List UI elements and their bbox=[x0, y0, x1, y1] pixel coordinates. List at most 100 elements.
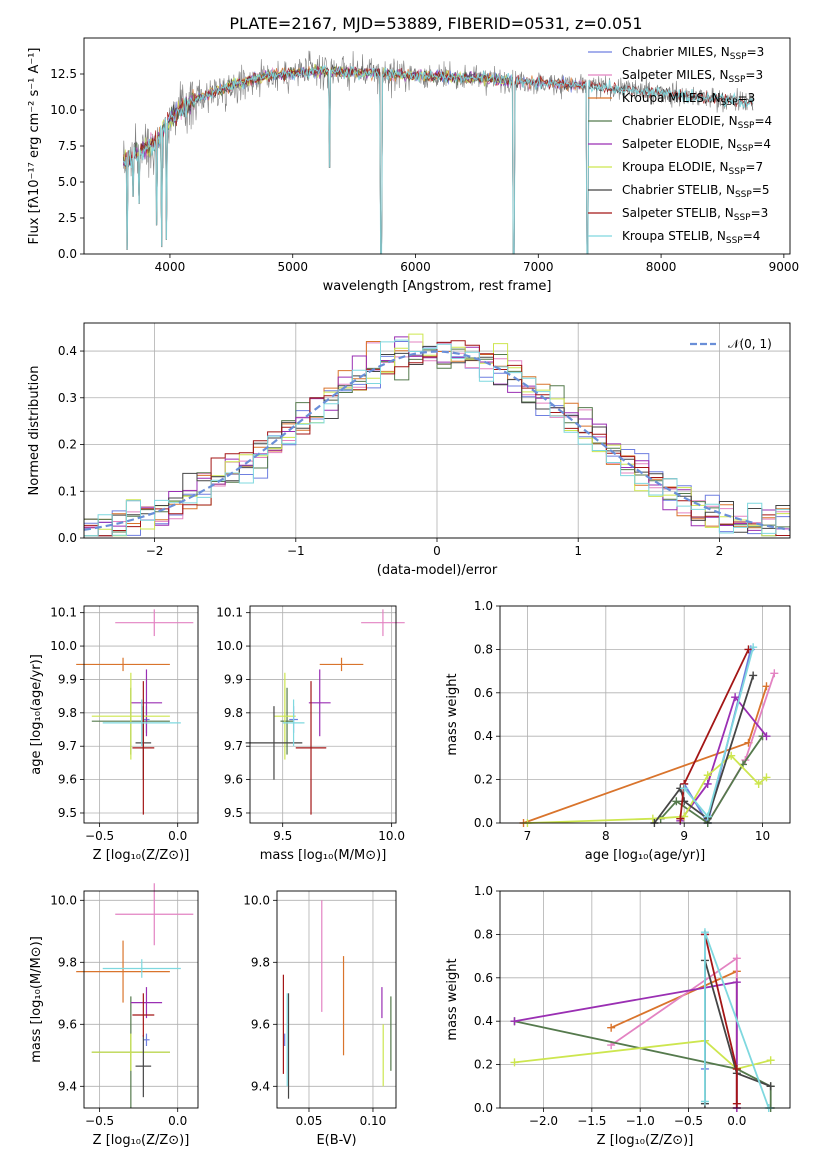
x-tick-label: 0.0 bbox=[168, 1114, 187, 1128]
y-tick-label: 0.6 bbox=[474, 971, 493, 985]
series-point bbox=[766, 1056, 775, 1065]
y-tick-label: 9.8 bbox=[224, 706, 243, 720]
x-tick-label: −2 bbox=[146, 544, 164, 558]
y-axis-label: Flux [fλ10⁻¹⁷ erg cm⁻² s⁻¹ A⁻¹] bbox=[27, 48, 42, 245]
legend-label-chabrier-elodie: Chabrier ELODIE, NSSP=4 bbox=[622, 114, 772, 131]
series-point bbox=[510, 1058, 519, 1067]
x-tick-label: 5000 bbox=[277, 260, 308, 274]
y-tick-label: 0.0 bbox=[474, 816, 493, 830]
y-tick-label: 0.2 bbox=[474, 773, 493, 787]
x-tick-label: 7000 bbox=[523, 260, 554, 274]
y-tick-label: 2.5 bbox=[58, 211, 77, 225]
series-salpeter-elodie bbox=[676, 693, 771, 825]
plot-area bbox=[245, 609, 405, 815]
plot-area bbox=[83, 333, 791, 537]
chart-mass-vs-Z: −0.5 0.0 9.4 9.6 9.8 10.0 Z [log₁₀(Z/Z⊙)] mass … bbox=[29, 883, 199, 1148]
y-tick-label: 9.9 bbox=[224, 672, 243, 686]
errorbar-chabrier-miles bbox=[143, 1033, 150, 1046]
series-point bbox=[732, 954, 741, 963]
x-tick-label: 0.0 bbox=[727, 1114, 746, 1128]
errorbar-salpeter-miles bbox=[361, 609, 405, 637]
y-tick-label: 10.1 bbox=[216, 606, 243, 620]
x-tick-label: −0.5 bbox=[85, 1114, 114, 1128]
y-tick-label: 10.0 bbox=[50, 639, 77, 653]
series-kroupa-stelib bbox=[680, 643, 758, 821]
y-tick-label: 9.8 bbox=[251, 955, 270, 969]
model-spectrum-kroupa-stelib bbox=[123, 64, 754, 255]
errorbar-salpeter-miles bbox=[115, 609, 194, 637]
y-tick-label: 10.1 bbox=[50, 606, 77, 620]
errorbar-salpeter-miles bbox=[115, 883, 194, 946]
y-tick-label: 0.0 bbox=[474, 1101, 493, 1115]
errorbar-salpeter-stelib bbox=[132, 681, 155, 815]
series-point bbox=[754, 779, 763, 788]
series-point bbox=[700, 928, 709, 937]
histogram-salpeter-stelib bbox=[84, 340, 790, 537]
y-tick-label: 1.0 bbox=[474, 599, 493, 613]
chart-panels: 4000 5000 6000 7000 8000 90000.02.55.07.510.0… bbox=[27, 37, 799, 1148]
y-tick-label: 10.0 bbox=[50, 103, 77, 117]
errorbar-kroupa-miles bbox=[319, 657, 364, 672]
axes-frame bbox=[499, 890, 791, 1109]
x-tick-label: −1.0 bbox=[626, 1114, 655, 1128]
y-tick-label: 0.3 bbox=[58, 391, 77, 405]
plot-area bbox=[282, 900, 392, 1099]
y-axis-label: Normed distribution bbox=[27, 366, 42, 496]
chart-mass-weight-vs-age: 7 8 9 10 0.0 0.2 0.4 0.6 0.8 1.0 age [log₁₀(age/yr… bbox=[445, 599, 791, 863]
series-point bbox=[744, 645, 753, 654]
y-tick-label: 12.5 bbox=[50, 67, 77, 81]
x-tick-label: 1 bbox=[574, 544, 582, 558]
axes-frame bbox=[83, 605, 199, 824]
spectrum-legend: Chabrier MILES, NSSP=3 Salpeter MILES, NS… bbox=[588, 45, 772, 246]
series-point bbox=[680, 784, 689, 793]
x-tick-label: 10 bbox=[755, 829, 770, 843]
x-axis-label: age [log₁₀(age/yr)] bbox=[585, 848, 706, 863]
model-spectrum-kroupa-elodie bbox=[122, 64, 514, 255]
y-tick-label: 9.7 bbox=[58, 739, 77, 753]
x-axis-label: E(B-V) bbox=[316, 1133, 356, 1148]
chart-residuals: −2 −1 0 1 2 0.0 0.1 0.2 0.3 0.4 (data-model)/error… bbox=[27, 322, 791, 578]
series-point bbox=[672, 797, 681, 806]
errorbar-kroupa-miles bbox=[76, 940, 170, 1003]
y-tick-label: 9.8 bbox=[58, 955, 77, 969]
y-tick-label: 9.6 bbox=[251, 1017, 270, 1031]
errorbar-chabrier-stelib bbox=[245, 706, 303, 780]
series-point bbox=[732, 978, 741, 987]
y-tick-label: 7.5 bbox=[58, 139, 77, 153]
series-point bbox=[770, 669, 779, 678]
series-line bbox=[514, 1020, 772, 1108]
errorbar-salpeter-elodie bbox=[130, 987, 163, 1019]
x-tick-label: 0.05 bbox=[296, 1114, 323, 1128]
y-tick-label: 0.2 bbox=[474, 1058, 493, 1072]
errorbar-chabrier-stelib bbox=[135, 1035, 152, 1098]
x-tick-label: −2.0 bbox=[529, 1114, 558, 1128]
x-axis-label: Z [log₁₀(Z/Z⊙)] bbox=[93, 848, 190, 863]
y-tick-label: 10.0 bbox=[216, 639, 243, 653]
figure-title: PLATE=2167, MJD=53889, FIBERID=0531, z=0… bbox=[229, 14, 642, 33]
x-tick-label: −0.5 bbox=[85, 829, 114, 843]
x-tick-label: 4000 bbox=[155, 260, 186, 274]
x-tick-label: −0.5 bbox=[674, 1114, 703, 1128]
y-tick-label: 0.0 bbox=[58, 247, 77, 261]
x-tick-label: 7 bbox=[524, 829, 532, 843]
series-point bbox=[676, 814, 685, 823]
y-tick-label: 9.6 bbox=[58, 773, 77, 787]
x-tick-label: 8 bbox=[602, 829, 610, 843]
legend-label-normal: 𝒩(0, 1) bbox=[728, 337, 772, 351]
y-tick-label: 9.5 bbox=[58, 806, 77, 820]
y-axis-label: mass weight bbox=[445, 673, 460, 755]
series-point bbox=[762, 773, 771, 782]
series-point bbox=[703, 812, 712, 821]
series-point bbox=[749, 643, 758, 652]
errorbar-kroupa-miles bbox=[76, 657, 170, 672]
series-point bbox=[766, 1082, 775, 1091]
chart-spectrum: 4000 5000 6000 7000 8000 9000 0.0 2.5 5.0 7.5 10.0… bbox=[27, 37, 799, 294]
axes-frame bbox=[83, 890, 199, 1109]
y-tick-label: 9.7 bbox=[224, 739, 243, 753]
series-point bbox=[703, 779, 712, 788]
chart-age-vs-mass: 9.5 10.0 9.5 9.6 9.7 9.8 9.9 10.0 10.1 mass [log₁… bbox=[216, 605, 405, 863]
plot-area bbox=[519, 643, 779, 827]
series-point bbox=[731, 693, 740, 702]
